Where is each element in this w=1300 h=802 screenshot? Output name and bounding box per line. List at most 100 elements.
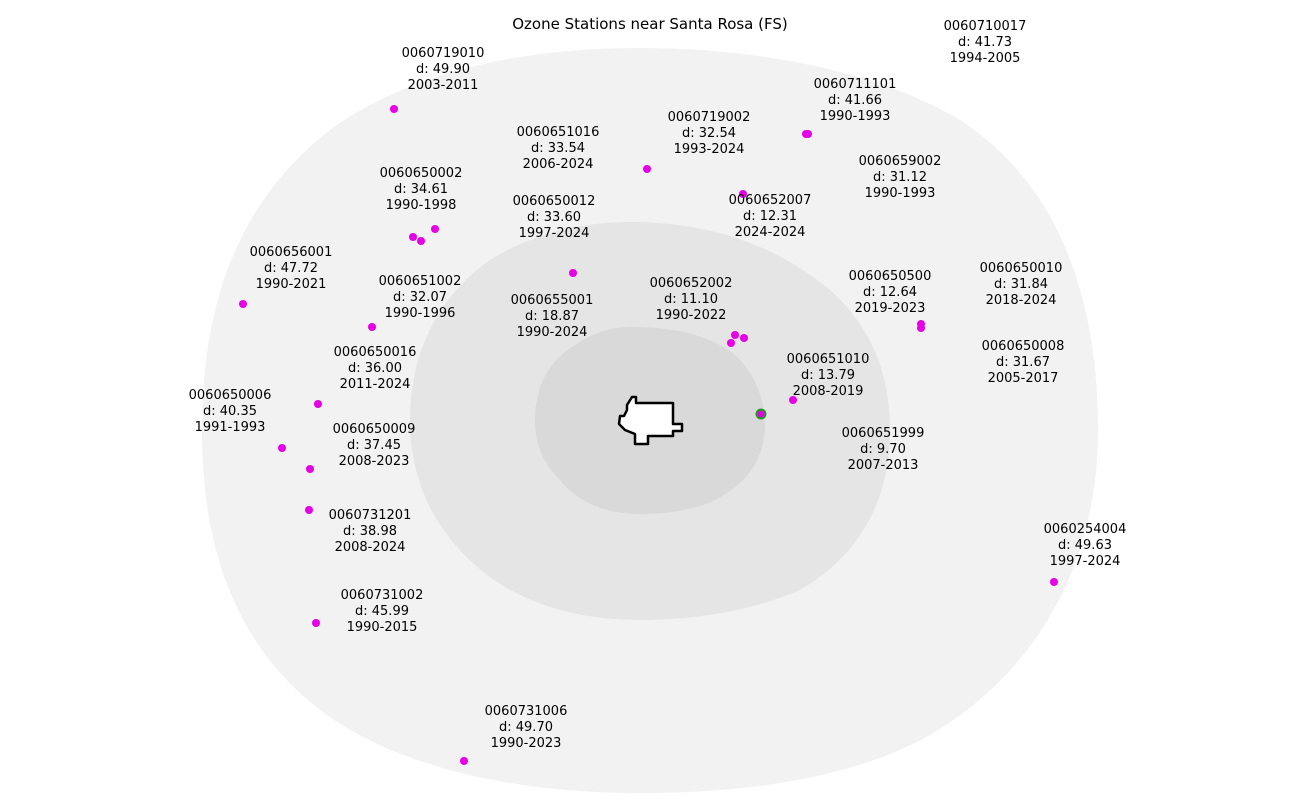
station-marker-0060731002[interactable] xyxy=(312,619,320,627)
station-id: 0060652007 xyxy=(729,193,812,208)
station-distance: d: 40.35 xyxy=(203,404,257,419)
station-distance: d: 45.99 xyxy=(355,604,409,619)
station-marker-0060651010[interactable] xyxy=(789,396,797,404)
station-marker-0060719010[interactable] xyxy=(390,105,398,113)
station-marker-0060651002-1[interactable] xyxy=(368,323,376,331)
station-marker-0060650002-3[interactable] xyxy=(431,225,439,233)
station-distance: d: 12.64 xyxy=(863,285,917,300)
station-years: 1997-2024 xyxy=(519,226,590,241)
station-id: 0060731002 xyxy=(341,588,424,603)
station-years: 1993-2024 xyxy=(674,142,745,157)
station-years: 2008-2019 xyxy=(793,384,864,399)
station-distance: d: 12.31 xyxy=(743,209,797,224)
station-marker-0060650006[interactable] xyxy=(278,444,286,452)
station-marker-0060651999[interactable] xyxy=(755,408,767,420)
station-marker-0060650002-1[interactable] xyxy=(409,233,417,241)
station-id: 0060650008 xyxy=(982,339,1065,354)
station-id: 0060656001 xyxy=(250,245,333,260)
station-marker-0060652002-1[interactable] xyxy=(731,331,739,339)
station-marker-0060652007[interactable] xyxy=(739,190,747,198)
station-years: 1994-2005 xyxy=(950,51,1021,66)
station-marker-0060651002-2[interactable] xyxy=(569,269,577,277)
station-years: 2007-2013 xyxy=(848,458,919,473)
station-distance: d: 11.10 xyxy=(664,292,718,307)
station-years: 1990-2015 xyxy=(347,620,418,635)
santa-rosa-city-outline xyxy=(617,395,684,446)
station-marker-0060656001[interactable] xyxy=(239,300,247,308)
station-id: 0060659002 xyxy=(859,154,942,169)
station-years: 1990-2022 xyxy=(656,308,727,323)
station-id: 0060650006 xyxy=(189,388,272,403)
station-marker-0060731201[interactable] xyxy=(305,506,313,514)
station-id: 0060651010 xyxy=(787,352,870,367)
station-distance: d: 13.79 xyxy=(801,368,855,383)
station-distance: d: 34.61 xyxy=(394,182,448,197)
station-years: 1990-2021 xyxy=(256,277,327,292)
station-distance: d: 41.73 xyxy=(958,35,1012,50)
station-marker-0060719002[interactable] xyxy=(643,165,651,173)
station-distance: d: 31.12 xyxy=(873,170,927,185)
station-marker-0060711101-2[interactable] xyxy=(804,130,812,138)
station-marker-0060652002-2[interactable] xyxy=(740,334,748,342)
station-id: 0060254004 xyxy=(1044,522,1127,537)
station-years: 1990-1993 xyxy=(865,186,936,201)
station-marker-0060650500-2[interactable] xyxy=(917,324,925,332)
station-distance: d: 32.54 xyxy=(682,126,736,141)
station-id: 0060650500 xyxy=(849,269,932,284)
station-years: 2003-2011 xyxy=(408,78,479,93)
station-years: 1991-1993 xyxy=(195,420,266,435)
station-id: 0060651002 xyxy=(379,274,462,289)
station-id: 0060719002 xyxy=(668,110,751,125)
station-distance: d: 41.66 xyxy=(828,93,882,108)
station-years: 2019-2023 xyxy=(855,301,926,316)
station-years: 1990-1998 xyxy=(386,198,457,213)
station-marker-0060652002-3[interactable] xyxy=(727,339,735,347)
station-id: 0060651016 xyxy=(517,125,600,140)
station-distance: d: 31.67 xyxy=(996,355,1050,370)
station-marker-0060650009[interactable] xyxy=(306,465,314,473)
station-id: 0060650010 xyxy=(980,261,1063,276)
station-years: 2005-2017 xyxy=(988,371,1059,386)
station-distance: d: 18.87 xyxy=(525,309,579,324)
station-years: 1990-1993 xyxy=(820,109,891,124)
station-years: 1997-2024 xyxy=(1050,554,1121,569)
station-distance: d: 33.60 xyxy=(527,210,581,225)
station-marker-0060650002-2[interactable] xyxy=(417,237,425,245)
station-id: 0060652002 xyxy=(650,276,733,291)
station-id: 0060650002 xyxy=(380,166,463,181)
station-distance: d: 9.70 xyxy=(860,442,906,457)
station-markers xyxy=(239,105,1058,765)
station-distance: d: 49.63 xyxy=(1058,538,1112,553)
station-id: 0060655001 xyxy=(511,293,594,308)
station-id: 0060711101 xyxy=(814,77,897,92)
station-id: 0060710017 xyxy=(944,19,1027,34)
station-marker-0060731006[interactable] xyxy=(460,757,468,765)
station-distance: d: 31.84 xyxy=(994,277,1048,292)
station-marker-0060254004[interactable] xyxy=(1050,578,1058,586)
station-marker-0060650016[interactable] xyxy=(314,400,322,408)
station-years: 2024-2024 xyxy=(735,225,806,240)
station-years: 2008-2023 xyxy=(339,454,410,469)
